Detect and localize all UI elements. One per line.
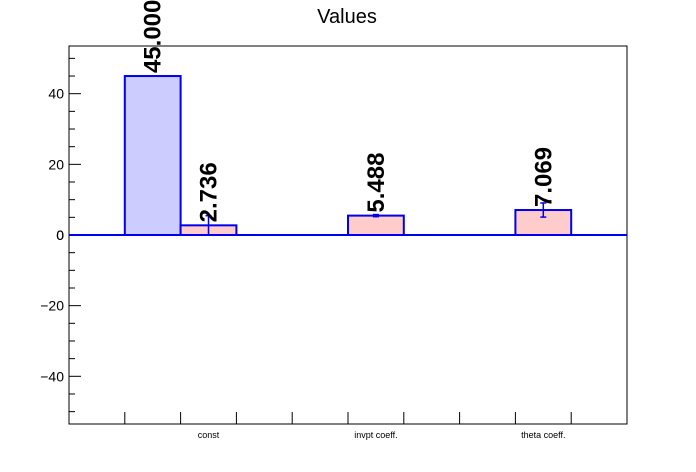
x-tick-label: theta coeff.: [521, 430, 565, 440]
bar-value-label: 2.736: [196, 162, 223, 222]
y-tick-label: −20: [40, 298, 64, 314]
bar-value-label: 5.488: [363, 153, 390, 213]
bars: [69, 75, 627, 237]
y-tick-label: 20: [48, 156, 64, 172]
bar: [123, 75, 182, 237]
bar: [347, 214, 405, 237]
chart-title: Values: [317, 6, 377, 28]
x-tick-label: invpt coeff.: [354, 430, 397, 440]
x-tick-label: const: [198, 430, 220, 440]
y-tick-label: 0: [56, 227, 64, 243]
bar-value-labels: 45.000 2.736 5.488 7.069: [140, 0, 558, 222]
x-axis: const invpt coeff. theta coeff.: [124, 412, 572, 440]
y-tick-label: 40: [48, 86, 64, 102]
y-tick-label: 0: [56, 227, 64, 243]
y-tick-label: −40: [40, 368, 64, 384]
bar-value-label: 45.000: [140, 0, 167, 73]
bar-value-label: 7.069: [530, 147, 557, 207]
